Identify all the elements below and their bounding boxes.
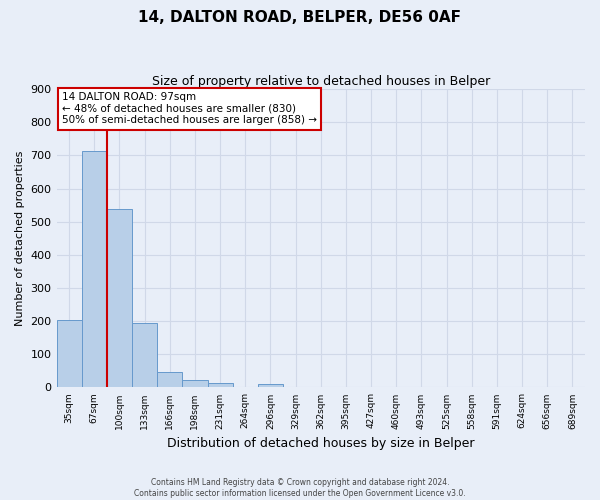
- Bar: [208, 384, 233, 388]
- Text: 14 DALTON ROAD: 97sqm
← 48% of detached houses are smaller (830)
50% of semi-det: 14 DALTON ROAD: 97sqm ← 48% of detached …: [62, 92, 317, 126]
- Bar: [157, 372, 182, 388]
- Y-axis label: Number of detached properties: Number of detached properties: [15, 150, 25, 326]
- Text: Contains HM Land Registry data © Crown copyright and database right 2024.
Contai: Contains HM Land Registry data © Crown c…: [134, 478, 466, 498]
- Title: Size of property relative to detached houses in Belper: Size of property relative to detached ho…: [152, 75, 490, 88]
- Bar: [82, 151, 107, 388]
- X-axis label: Distribution of detached houses by size in Belper: Distribution of detached houses by size …: [167, 437, 475, 450]
- Bar: [107, 209, 132, 388]
- Bar: [182, 380, 208, 388]
- Text: 14, DALTON ROAD, BELPER, DE56 0AF: 14, DALTON ROAD, BELPER, DE56 0AF: [139, 10, 461, 25]
- Bar: [132, 324, 157, 388]
- Bar: [56, 320, 82, 388]
- Bar: [258, 384, 283, 388]
